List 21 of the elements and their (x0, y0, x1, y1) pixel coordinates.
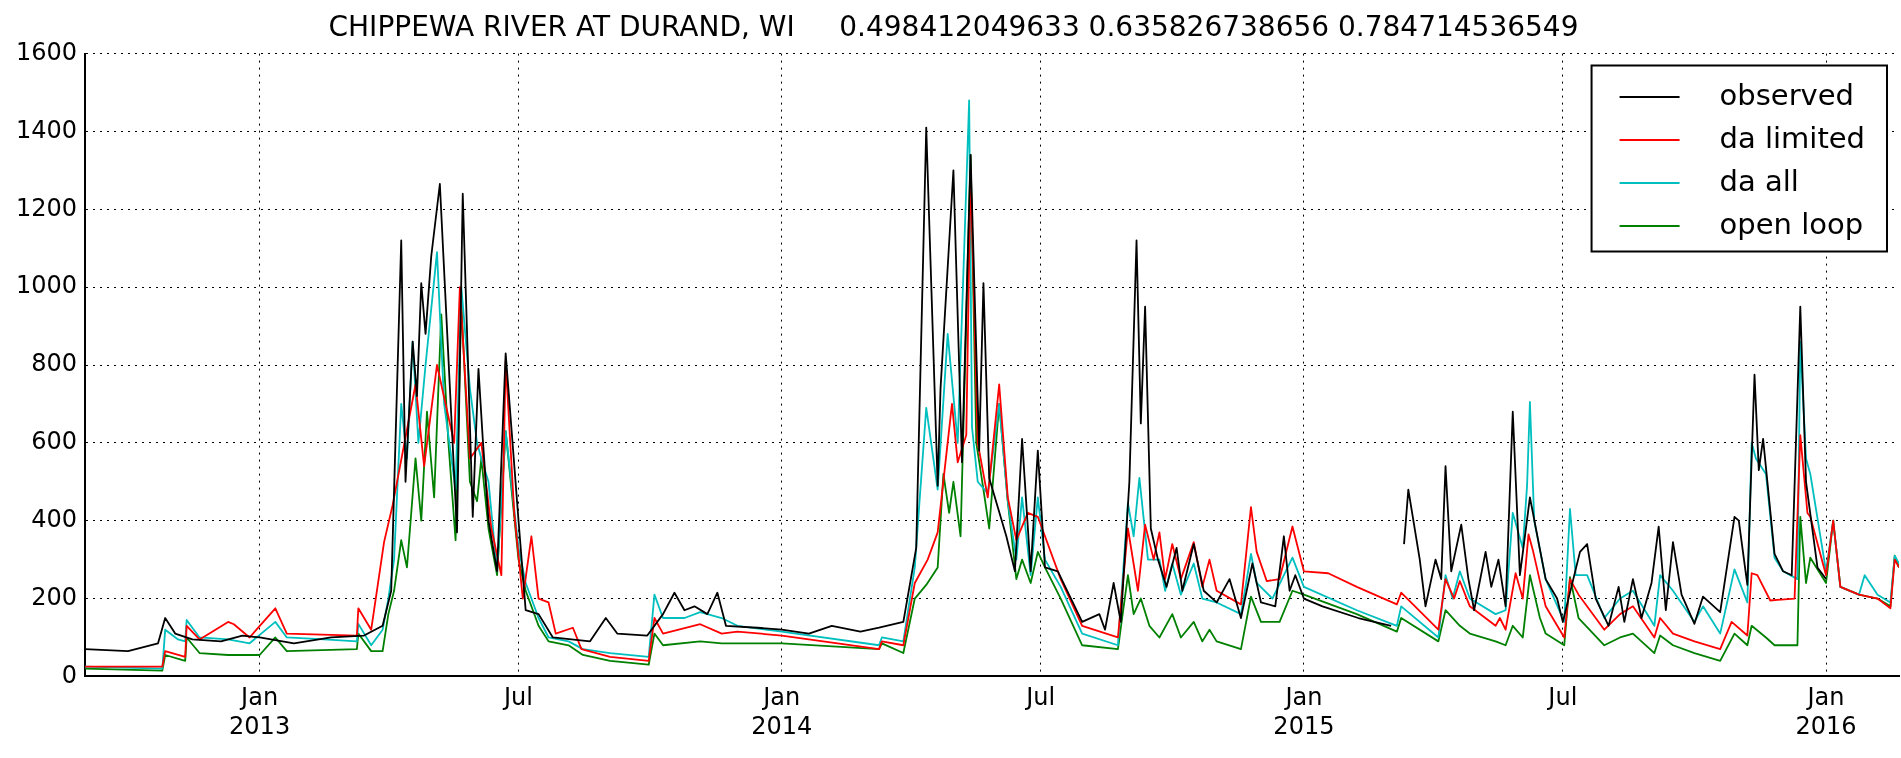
y-tick-label: 1000 (16, 271, 78, 300)
x-tick-label: Jul (1546, 683, 1578, 712)
legend-label: da limited (1719, 120, 1866, 155)
x-tick-label: Jul (1024, 683, 1056, 712)
y-tick-label: 1600 (16, 37, 78, 66)
x-tick-label: Jul (502, 683, 534, 712)
y-tick-label: 1200 (16, 193, 78, 222)
x-tick-label: Jan 2016 (1795, 683, 1857, 740)
x-tick-label: Jan 2013 (229, 683, 291, 740)
x-tick-label: Jan 2014 (751, 683, 813, 740)
x-tick-label: Jan 2015 (1273, 683, 1335, 740)
y-tick-label: 400 (31, 504, 78, 533)
y-tick-label: 800 (31, 349, 78, 378)
legend-label: open loop (1719, 206, 1864, 241)
y-tick-label: 1400 (16, 115, 78, 144)
y-tick-label: 200 (31, 582, 78, 611)
chart-title: CHIPPEWA RIVER AT DURAND, WI 0.498412049633 0.635826738656 0.784714536549 (328, 10, 1579, 44)
legend-label: observed (1719, 77, 1854, 112)
legend-label: da all (1719, 163, 1799, 198)
y-tick-label: 0 (61, 660, 78, 689)
y-tick-label: 600 (31, 427, 78, 456)
